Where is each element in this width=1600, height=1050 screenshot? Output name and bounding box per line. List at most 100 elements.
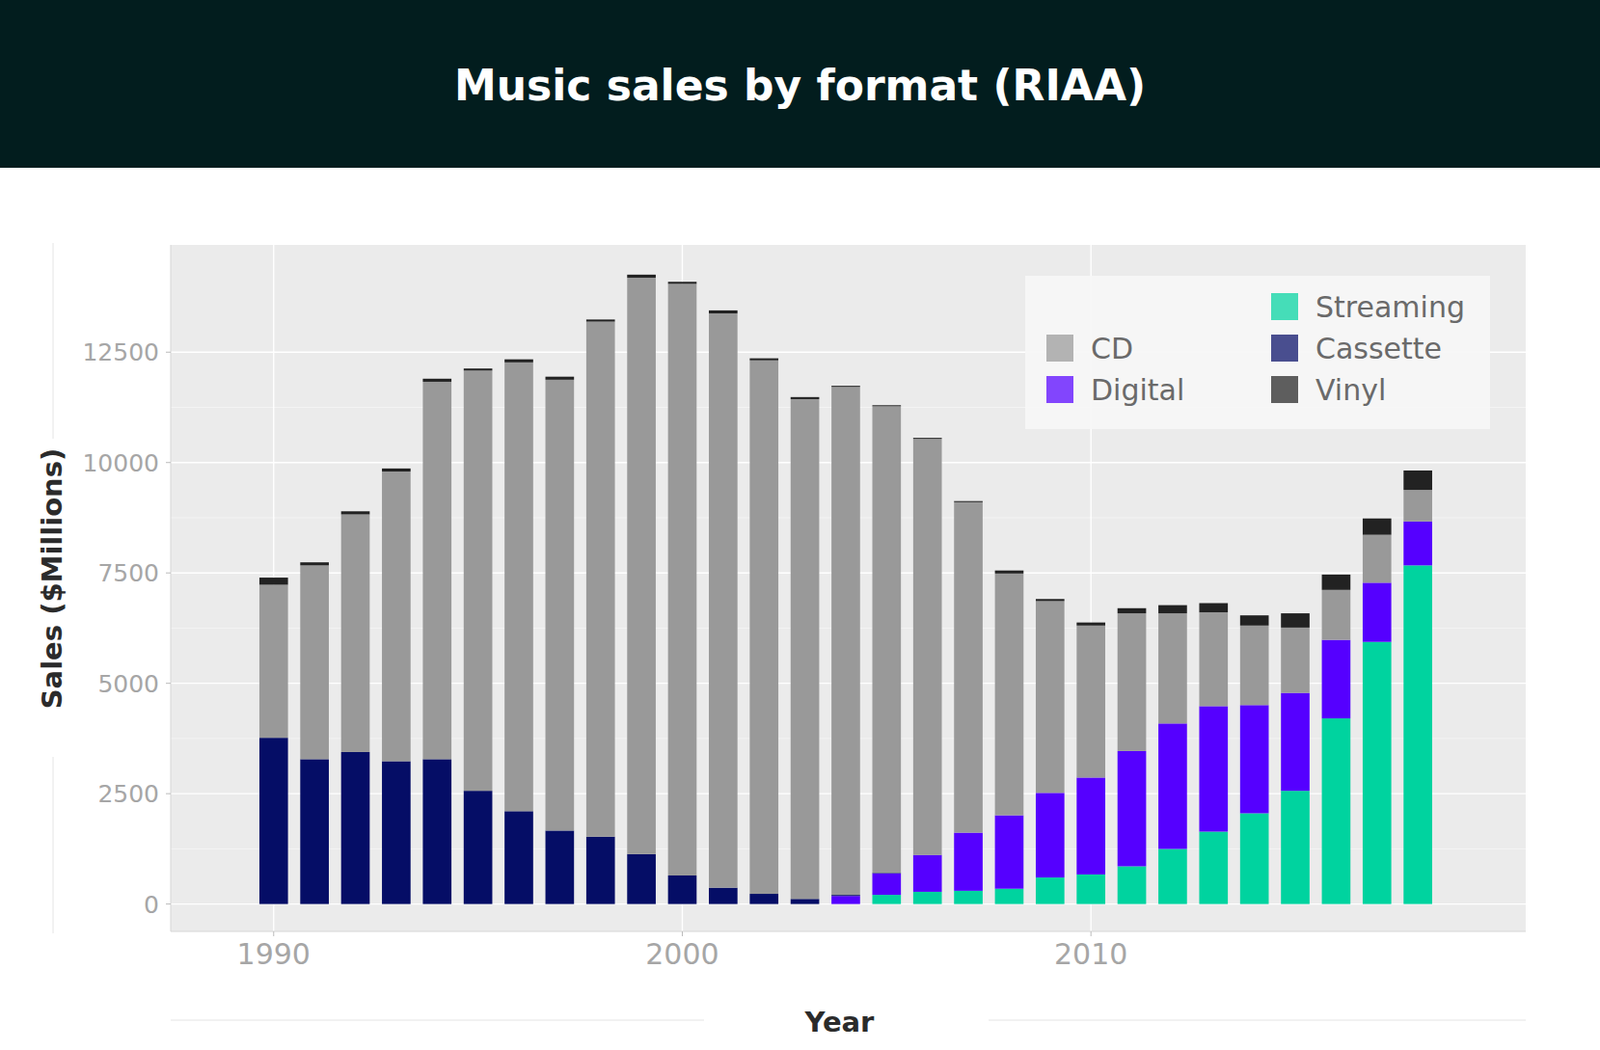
legend-label: Vinyl <box>1315 373 1386 407</box>
chart-svg: Music sales by format (RIAA)025005000750… <box>0 0 1600 1050</box>
bar-segment <box>708 888 738 905</box>
bar-segment <box>586 319 616 322</box>
chart-root: Music sales by format (RIAA)025005000750… <box>0 0 1600 1050</box>
bar-segment <box>1240 625 1270 706</box>
bar-segment <box>831 385 861 387</box>
y-tick-label: 0 <box>143 891 160 920</box>
bar-segment <box>299 562 329 566</box>
bar-segment <box>708 313 738 889</box>
bar-segment <box>995 815 1025 890</box>
bar-segment <box>1403 521 1433 567</box>
bar-segment <box>1076 625 1106 779</box>
bar-segment <box>749 358 779 361</box>
bar-segment <box>504 362 534 812</box>
bar-segment <box>545 379 575 832</box>
legend-label: Cassette <box>1315 331 1442 366</box>
bar-segment <box>995 573 1025 816</box>
plot-background <box>170 244 1526 932</box>
bar-segment <box>1076 874 1106 905</box>
bar-segment <box>1158 848 1188 904</box>
bar-segment <box>831 894 861 896</box>
bar-segment <box>341 752 371 905</box>
bar-segment <box>504 811 534 904</box>
bar-segment <box>1076 777 1106 875</box>
bar-segment <box>668 875 698 905</box>
bar-segment <box>1240 615 1270 626</box>
bar-segment <box>1280 790 1310 904</box>
x-axis-title: Year <box>804 1005 876 1039</box>
y-title-rule <box>53 243 55 439</box>
bar-segment <box>1198 832 1228 905</box>
x-title-rule <box>988 1020 1526 1022</box>
bar-segment <box>831 895 861 904</box>
bar-segment <box>586 322 616 838</box>
bar-segment <box>299 565 329 760</box>
bar-segment <box>545 377 575 380</box>
x-axis-line <box>170 931 1526 933</box>
x-title-rule <box>170 1020 705 1022</box>
bar-segment <box>668 283 698 876</box>
bar-segment <box>1117 866 1147 904</box>
bar-segment <box>1403 489 1433 522</box>
bar-segment <box>1035 792 1065 878</box>
bar-segment <box>1362 535 1392 584</box>
bar-segment <box>545 830 575 904</box>
bar-segment <box>913 438 943 855</box>
bar-segment <box>1240 705 1270 814</box>
bar-segment <box>871 406 901 873</box>
x-tick-label: 2000 <box>645 937 719 972</box>
bar-segment <box>1322 590 1352 641</box>
bar-segment <box>953 891 983 905</box>
bar-segment <box>626 277 656 855</box>
grid <box>170 244 1526 932</box>
bar-segment <box>463 370 493 791</box>
bar-segment <box>1158 723 1188 849</box>
bar-segment <box>1035 600 1065 793</box>
bar-segment <box>1403 565 1433 904</box>
y-tick <box>165 903 171 905</box>
bar-segment <box>341 511 371 515</box>
bar-segment <box>381 468 411 472</box>
legend-label: Streaming <box>1315 290 1465 325</box>
bar-segment <box>913 437 943 439</box>
legend-box <box>1025 275 1491 430</box>
bar-segment <box>1322 574 1352 591</box>
bar-segment <box>831 386 861 895</box>
bar-segment <box>1362 642 1392 905</box>
bar-segment <box>953 501 983 503</box>
bar-segment <box>1362 582 1392 642</box>
bar-segment <box>1362 518 1392 536</box>
bar-segment <box>1198 603 1228 614</box>
bar-segment <box>871 405 901 407</box>
y-tick-label: 12500 <box>81 338 160 367</box>
bar-segment <box>790 399 820 899</box>
bar-segment <box>1280 627 1310 694</box>
bar-segment <box>1076 623 1106 626</box>
y-tick-label: 2500 <box>97 780 160 809</box>
bar-segment <box>1322 640 1352 719</box>
y-tick-label: 7500 <box>97 559 160 588</box>
x-tick <box>681 931 683 937</box>
y-tick <box>165 572 171 574</box>
bar-segment <box>341 514 371 752</box>
bar-segment <box>422 759 452 904</box>
bar-segment <box>626 854 656 905</box>
legend-label: CD <box>1090 331 1134 366</box>
x-tick <box>272 931 274 937</box>
bar-segment <box>259 577 289 585</box>
bar-segment <box>422 381 452 760</box>
bar-segment <box>749 894 779 905</box>
bar-segment <box>995 889 1025 905</box>
header-band <box>0 0 1600 168</box>
bar-segment <box>668 281 698 284</box>
bar-segment <box>299 759 329 904</box>
bar-segment <box>422 379 452 382</box>
y-tick-label: 10000 <box>81 449 160 478</box>
title: Music sales by format (RIAA) <box>454 60 1146 110</box>
bar-segment <box>871 873 901 895</box>
bar-segment <box>995 570 1025 574</box>
bar-segment <box>1198 705 1228 832</box>
bar-segment <box>1240 813 1270 904</box>
bar-segment <box>913 855 943 893</box>
bar-segment <box>749 360 779 895</box>
